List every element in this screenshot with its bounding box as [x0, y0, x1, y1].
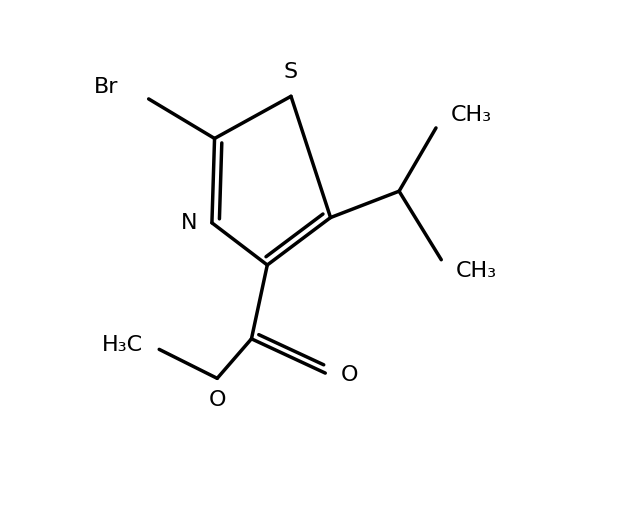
Text: CH₃: CH₃ [456, 261, 497, 281]
Text: N: N [181, 213, 198, 233]
Text: Br: Br [94, 77, 118, 97]
Text: S: S [284, 61, 298, 82]
Text: H₃C: H₃C [102, 335, 143, 355]
Text: CH₃: CH₃ [451, 105, 492, 125]
Text: O: O [209, 390, 226, 410]
Text: O: O [341, 365, 358, 385]
